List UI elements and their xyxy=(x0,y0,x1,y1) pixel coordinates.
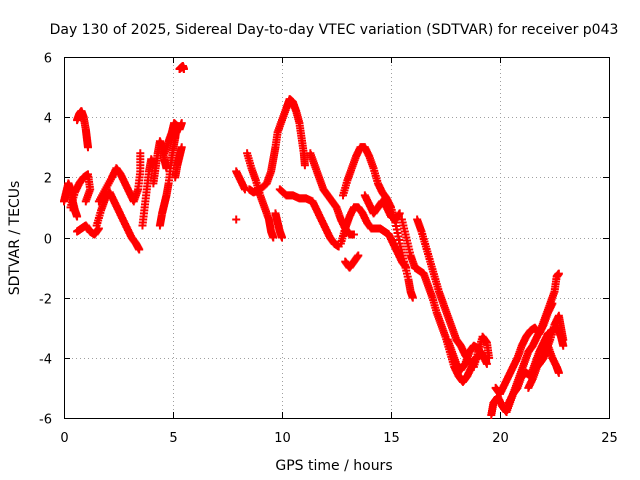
x-axis-label: GPS time / hours xyxy=(275,458,392,474)
data-point-z xyxy=(482,359,491,368)
data-point-ad xyxy=(554,368,563,377)
data-point-m xyxy=(232,215,241,224)
data-point-a xyxy=(73,212,82,221)
data-point-p xyxy=(300,161,309,170)
y-tick-label: -2 xyxy=(39,293,52,308)
x-tick-label: 20 xyxy=(492,431,509,446)
data-point-v xyxy=(354,251,363,260)
data-point-k xyxy=(177,143,186,152)
x-tick-label: 25 xyxy=(601,431,618,446)
y-tick-label: -4 xyxy=(39,353,52,368)
data-point-aa xyxy=(554,269,563,278)
data-point-r xyxy=(278,233,286,242)
y-tick-label: 2 xyxy=(44,172,52,187)
data-point-ae xyxy=(559,335,568,344)
axis-ticks: 0 5 10 15 20 25 -6 -4 -2 0 2 4 6 xyxy=(39,52,618,447)
data-point-f xyxy=(136,149,145,158)
y-tick-label: -6 xyxy=(39,413,52,428)
data-point-t xyxy=(408,293,417,302)
data-point-s xyxy=(349,230,358,239)
data-point-e xyxy=(135,245,144,254)
x-tick-label: 15 xyxy=(383,431,400,446)
y-tick-label: 0 xyxy=(44,233,52,248)
x-tick-label: 5 xyxy=(169,431,177,446)
y-tick-label: 4 xyxy=(44,112,52,127)
data-point-u xyxy=(402,263,411,272)
data-markers xyxy=(60,62,568,419)
data-point-o xyxy=(269,233,278,242)
x-tick-label: 10 xyxy=(274,431,291,446)
y-axis-label: SDTVAR / TECUs xyxy=(7,181,23,296)
data-point-ab xyxy=(548,299,557,308)
chart-title: Day 130 of 2025, Sidereal Day-to-day VTE… xyxy=(50,22,619,38)
x-tick-label: 0 xyxy=(60,431,68,446)
data-point-c xyxy=(81,197,90,206)
data-point-l xyxy=(179,65,188,74)
data-point-j xyxy=(177,119,186,128)
data-point-d xyxy=(83,143,92,152)
y-tick-label: 6 xyxy=(44,52,52,67)
data-point-w xyxy=(395,209,404,218)
